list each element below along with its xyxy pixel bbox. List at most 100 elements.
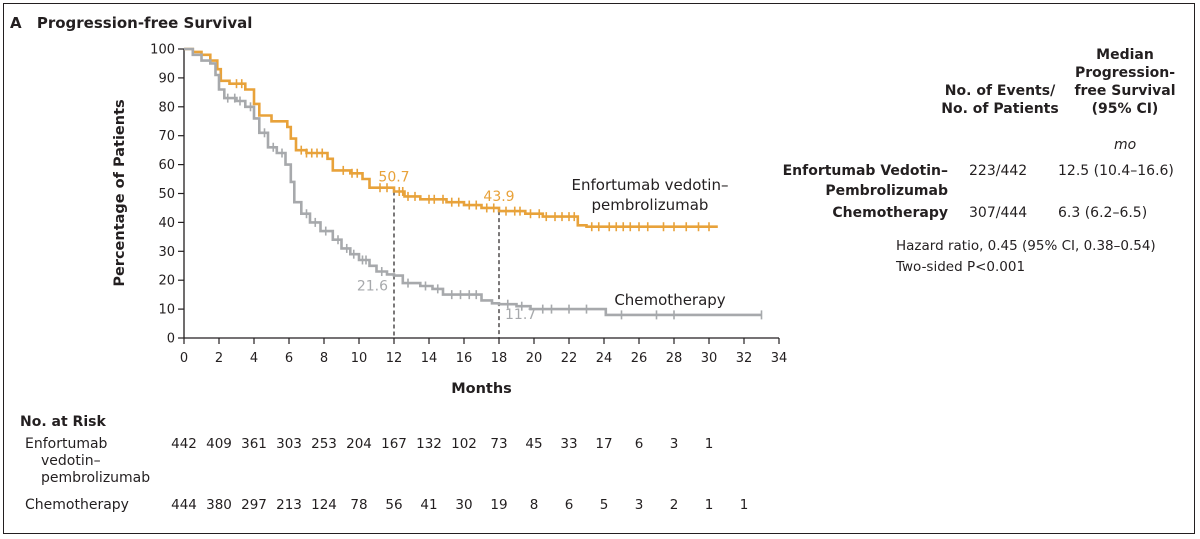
- at-risk-value-ev: 73: [490, 436, 508, 452]
- x-tick-label: 20: [526, 351, 543, 366]
- series-label-ev: Enfortumab vedotin–: [572, 176, 729, 194]
- at-risk-value-chemo: 19: [490, 497, 508, 513]
- legend-header-median-line4: (95% CI): [1091, 101, 1159, 117]
- legend-header-events-line1: No. of Events/: [944, 83, 1056, 99]
- x-tick-label: 32: [736, 351, 753, 366]
- at-risk-value-chemo: 78: [350, 497, 368, 513]
- at-risk-value-ev: 409: [206, 436, 232, 452]
- at-risk-value-ev: 17: [595, 436, 613, 452]
- x-tick-label: 18: [491, 351, 508, 366]
- legend-header-median-line1: Median: [1096, 47, 1154, 63]
- km-curve-ev: [184, 47, 718, 228]
- y-tick-label: 60: [158, 158, 175, 173]
- y-tick-label: 50: [158, 187, 175, 202]
- x-tick-label: 8: [320, 351, 328, 366]
- y-tick-label: 30: [158, 245, 175, 260]
- at-risk-value-chemo: 8: [529, 497, 539, 513]
- legend-header-median-line2: Progression-: [1074, 65, 1176, 81]
- median-label-chemo: 21.6: [357, 279, 388, 295]
- x-tick-label: 4: [250, 351, 258, 366]
- x-tick-label: 28: [666, 351, 683, 366]
- y-tick-label: 80: [158, 100, 175, 115]
- figure-frame: [3, 3, 1195, 534]
- at-risk-value-chemo: 56: [385, 497, 403, 513]
- x-tick-label: 22: [561, 351, 578, 366]
- legend-header-median-line3: free Survival: [1074, 83, 1176, 99]
- legend-row-chemo-names: Chemotherapy: [740, 204, 948, 224]
- at-risk-value-chemo: 1: [704, 497, 714, 513]
- at-risk-label-ev-line1: Enfortumab: [25, 436, 108, 452]
- series-label-chemo: Chemotherapy: [614, 291, 725, 309]
- at-risk-value-ev: 167: [381, 436, 407, 452]
- y-tick-label: 70: [158, 129, 175, 144]
- at-risk-value-ev: 361: [241, 436, 267, 452]
- at-risk-value-ev: 45: [525, 436, 543, 452]
- at-risk-value-chemo: 297: [241, 497, 267, 513]
- x-tick-label: 6: [285, 351, 293, 366]
- legend-row-chemo-name: Chemotherapy: [832, 205, 948, 221]
- x-tick-label: 0: [180, 351, 188, 366]
- legend-unit: mo: [1114, 137, 1137, 153]
- y-tick-label: 90: [158, 71, 175, 86]
- at-risk-value-chemo: 5: [599, 497, 609, 513]
- x-tick-label: 16: [456, 351, 473, 366]
- x-tick-label: 26: [631, 351, 648, 366]
- p-value: Two-sided P<0.001: [896, 259, 1026, 275]
- at-risk-label-ev: Enfortumab vedotin– pembrolizumab: [25, 436, 150, 487]
- at-risk-value-chemo: 213: [276, 497, 302, 513]
- at-risk-label-ev-line3: pembrolizumab: [41, 470, 151, 486]
- legend-row-ev-events: 223/442: [969, 163, 1028, 179]
- legend-header-events-line2: No. of Patients: [941, 101, 1059, 117]
- at-risk-value-ev: 253: [311, 436, 337, 452]
- at-risk-value-chemo: 1: [739, 497, 749, 513]
- at-risk-value-ev: 1: [704, 436, 714, 452]
- at-risk-value-ev: 3: [669, 436, 679, 452]
- legend-row-ev-name: Enfortumab Vedotin–: [782, 163, 948, 179]
- x-tick-label: 10: [351, 351, 368, 366]
- series-label-ev: pembrolizumab: [592, 196, 709, 214]
- median-label-ev: 43.9: [483, 189, 514, 205]
- panel-title-text: Progression-free Survival: [36, 14, 253, 32]
- legend-row-ev-name2: Pembrolizumab: [825, 183, 948, 199]
- at-risk-value-ev: 132: [416, 436, 442, 452]
- x-axis-title: Months: [451, 381, 512, 397]
- median-label-chemo: 11.7: [505, 307, 536, 323]
- hazard-ratio: Hazard ratio, 0.45 (95% CI, 0.38–0.54): [896, 238, 1156, 254]
- y-tick-label: 10: [158, 303, 175, 318]
- panel-title: A Progression-free Survival: [10, 14, 252, 32]
- x-tick-label: 34: [771, 351, 788, 366]
- x-tick-label: 24: [596, 351, 613, 366]
- at-risk-value-ev: 33: [560, 436, 578, 452]
- panel-letter: A: [10, 14, 22, 32]
- legend-row-chemo-events: 307/444: [969, 205, 1028, 221]
- median-label-ev: 50.7: [378, 169, 409, 185]
- y-tick-label: 0: [167, 332, 175, 347]
- at-risk-value-chemo: 6: [564, 497, 574, 513]
- y-tick-label: 20: [158, 274, 175, 289]
- legend-row-ev-median: 12.5 (10.4–16.6): [1058, 163, 1174, 179]
- at-risk-label-chemo: Chemotherapy: [25, 497, 129, 513]
- x-tick-label: 14: [421, 351, 438, 366]
- legend-row-ev-names: Enfortumab Vedotin– Pembrolizumab: [740, 162, 948, 202]
- x-tick-label: 30: [701, 351, 718, 366]
- legend-header-events: No. of Events/ No. of Patients: [930, 82, 1070, 118]
- at-risk-value-chemo: 380: [206, 497, 232, 513]
- at-risk-value-ev: 102: [451, 436, 477, 452]
- km-curve-chemo: [184, 47, 762, 317]
- at-risk-value-chemo: 124: [311, 497, 337, 513]
- at-risk-label-ev-line2: vedotin–: [41, 453, 101, 469]
- at-risk-value-chemo: 41: [420, 497, 438, 513]
- y-tick-label: 40: [158, 216, 175, 231]
- at-risk-value-chemo: 3: [634, 497, 644, 513]
- at-risk-value-ev: 303: [276, 436, 302, 452]
- x-tick-label: 12: [386, 351, 403, 366]
- at-risk-value-chemo: 444: [171, 497, 197, 513]
- y-axis-title: Percentage of Patients: [112, 99, 128, 286]
- legend-row-chemo-median: 6.3 (6.2–6.5): [1058, 205, 1148, 221]
- y-tick-label: 100: [150, 43, 175, 58]
- at-risk-value-chemo: 2: [669, 497, 679, 513]
- at-risk-value-ev: 204: [346, 436, 372, 452]
- at-risk-value-ev: 6: [634, 436, 644, 452]
- at-risk-title: No. at Risk: [20, 414, 106, 430]
